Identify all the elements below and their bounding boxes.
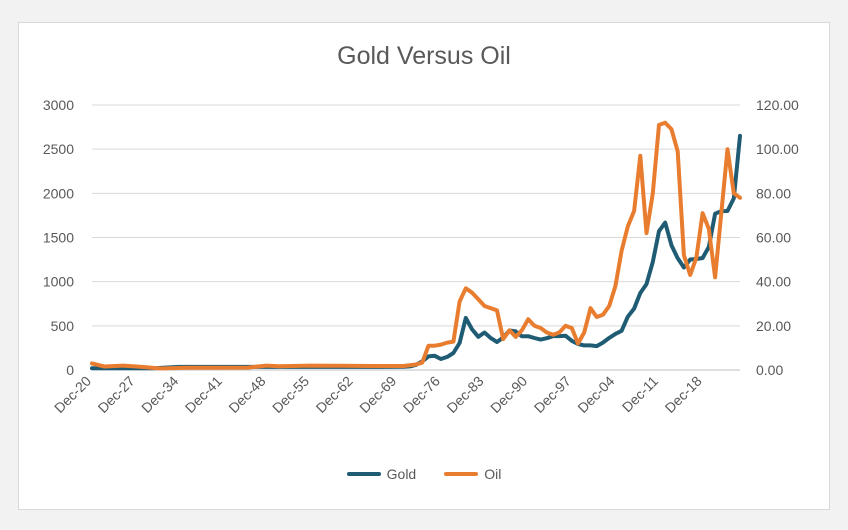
x-tick-label: Dec-27: [95, 373, 138, 416]
x-axis: Dec-20 Dec-27 Dec-34 Dec-41 Dec-48 Dec-55 Dec-…: [51, 369, 740, 416]
x-tick-label: Dec-11: [619, 373, 662, 416]
y-left-tick-label: 0: [66, 362, 74, 378]
legend-swatch-oil: [444, 472, 479, 476]
y-right-tick-label: 20.00: [756, 318, 791, 334]
legend-item-oil: Oil: [444, 466, 501, 482]
x-tick-label: Dec-20: [51, 373, 94, 416]
x-tick-label: Dec-97: [531, 373, 574, 416]
y-left-tick-label: 2500: [43, 141, 74, 157]
x-tick-label: Dec-18: [662, 373, 705, 416]
y-right-tick-label: 40.00: [756, 274, 791, 290]
chart-title: Gold Versus Oil: [337, 42, 511, 70]
x-tick-label: Dec-41: [182, 373, 225, 416]
legend: Gold Oil: [0, 466, 848, 482]
x-tick-label: Dec-69: [356, 373, 399, 416]
legend-swatch-gold: [346, 472, 381, 476]
y-left-axis: 0 500 1000 1500 2000 2500 3000: [43, 97, 74, 378]
series-line-oil: [90, 120, 742, 371]
y-right-axis: 0.00 20.00 40.00 60.00 80.00 100.00 120.00: [756, 97, 799, 378]
series-lines: [90, 120, 742, 371]
legend-item-gold: Gold: [346, 466, 417, 482]
y-right-tick-label: 0.00: [756, 362, 783, 378]
y-right-tick-label: 80.00: [756, 185, 791, 201]
x-tick-label: Dec-34: [138, 373, 181, 416]
y-left-tick-label: 500: [51, 318, 75, 334]
gridlines: [92, 104, 740, 371]
y-right-tick-label: 60.00: [756, 230, 791, 246]
legend-label-oil: Oil: [484, 466, 502, 482]
y-left-tick-label: 2000: [43, 185, 74, 201]
x-tick-label: Dec-83: [443, 373, 486, 416]
y-right-tick-label: 120.00: [756, 97, 799, 113]
y-left-tick-label: 1500: [43, 230, 74, 246]
y-left-tick-label: 1000: [43, 274, 74, 290]
x-tick-label: Dec-62: [313, 373, 356, 416]
legend-label-gold: Gold: [386, 466, 417, 482]
x-tick-label: Dec-55: [269, 373, 312, 416]
y-left-tick-label: 3000: [43, 97, 74, 113]
x-tick-label: Dec-04: [574, 373, 617, 416]
x-tick-label: Dec-48: [225, 373, 268, 416]
y-right-tick-label: 100.00: [756, 141, 799, 157]
x-tick-label: Dec-90: [487, 373, 530, 416]
x-tick-label: Dec-76: [400, 373, 443, 416]
